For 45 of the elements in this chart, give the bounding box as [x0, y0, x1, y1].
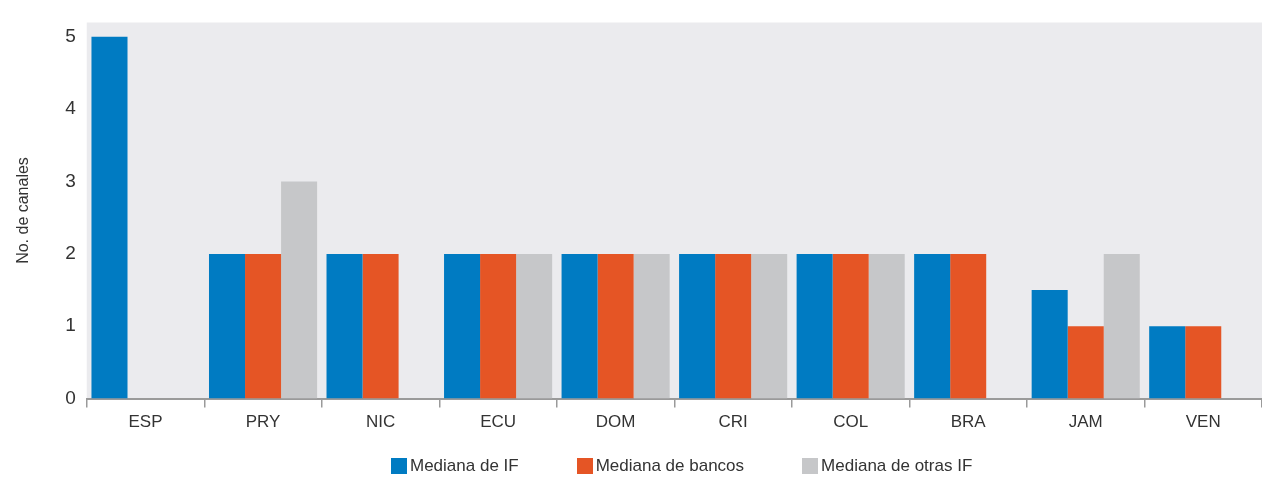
x-tick-label: ESP [128, 412, 163, 432]
bar [1149, 326, 1186, 399]
bar [516, 253, 553, 399]
bar [281, 181, 318, 399]
legend-label: Mediana de otras IF [821, 456, 973, 476]
legend-label: Mediana de bancos [595, 456, 745, 476]
bar [914, 253, 951, 399]
legend-label: Mediana de IF [410, 456, 519, 476]
y-tick-label: 2 [65, 242, 76, 264]
x-tick-label: NIC [365, 412, 396, 432]
bar [715, 253, 752, 399]
y-tick-label: 1 [65, 314, 76, 336]
y-tick-label: 5 [65, 25, 76, 47]
bar [1031, 290, 1068, 399]
x-tick-label: CRI [718, 412, 748, 432]
y-tick-label: 0 [65, 386, 76, 408]
bar [1067, 326, 1104, 399]
bar [480, 253, 517, 399]
bar [679, 253, 716, 399]
bar [751, 253, 788, 399]
bar [326, 253, 363, 399]
bar [561, 253, 598, 399]
bar [208, 253, 246, 399]
bar [633, 253, 670, 399]
bar [950, 253, 987, 399]
bar [1185, 326, 1222, 399]
x-tick-label: JAM [1068, 412, 1103, 432]
x-tick-label: BRA [950, 412, 987, 432]
bar [362, 253, 399, 399]
bar [1103, 253, 1140, 399]
x-tick-label: VEN [1185, 412, 1221, 432]
bar [868, 253, 905, 399]
x-tick-label: DOM [595, 412, 636, 432]
bar [444, 253, 481, 399]
bar [91, 36, 128, 399]
x-tick-label: COL [833, 412, 869, 432]
x-tick-label: PRY [245, 412, 281, 432]
y-tick-label: 3 [65, 169, 76, 191]
bar [597, 253, 634, 399]
bar [832, 253, 869, 399]
x-tick-label: ECU [480, 412, 517, 432]
bar [796, 253, 833, 399]
y-tick-label: 4 [65, 97, 77, 119]
bar [245, 253, 282, 399]
y-axis-title: No. de canales [14, 157, 32, 264]
